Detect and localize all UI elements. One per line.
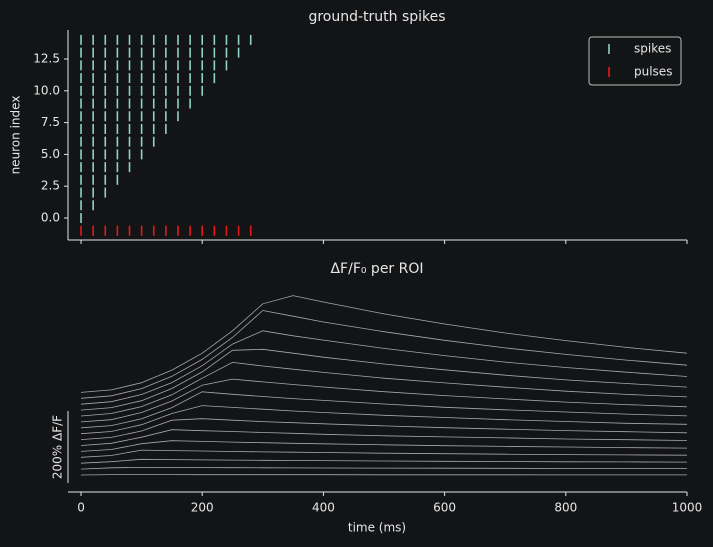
x-tick-label: 1000	[672, 501, 703, 515]
chart-title: ground-truth spikes	[308, 9, 445, 25]
x-tick-label: 600	[433, 501, 456, 515]
y-tick-label: 10.0	[33, 83, 60, 97]
trace	[80, 418, 688, 440]
trace	[80, 440, 688, 452]
y-tick-label: 2.5	[41, 179, 60, 193]
trace	[80, 458, 688, 464]
x-tick-label: 800	[554, 501, 577, 515]
y-axis-label: neuron index	[9, 96, 23, 175]
trace	[80, 449, 688, 458]
trace	[80, 391, 688, 429]
chart-title: ΔF/F₀ per ROI	[330, 261, 423, 277]
x-tick-label: 0	[77, 501, 85, 515]
x-axis-label: time (ms)	[348, 521, 406, 535]
y-tick-label: 12.5	[33, 52, 60, 66]
scale-bar-label: 200% ΔF/F	[51, 415, 65, 479]
y-tick-label: 7.5	[41, 115, 60, 129]
trace	[80, 466, 688, 470]
x-tick-label: 200	[191, 501, 214, 515]
trace	[80, 361, 688, 417]
x-tick-label: 400	[312, 501, 335, 515]
trace	[80, 330, 688, 405]
trace	[80, 295, 688, 393]
y-tick-label: 5.0	[41, 147, 60, 161]
trace	[80, 310, 688, 399]
y-tick-label: 0.0	[41, 210, 60, 224]
trace	[80, 429, 688, 446]
trace	[80, 378, 688, 423]
trace	[80, 348, 688, 411]
legend-box	[588, 36, 682, 86]
legend-label: pulses	[634, 65, 672, 79]
trace	[80, 405, 688, 435]
legend-label: spikes	[634, 42, 671, 56]
